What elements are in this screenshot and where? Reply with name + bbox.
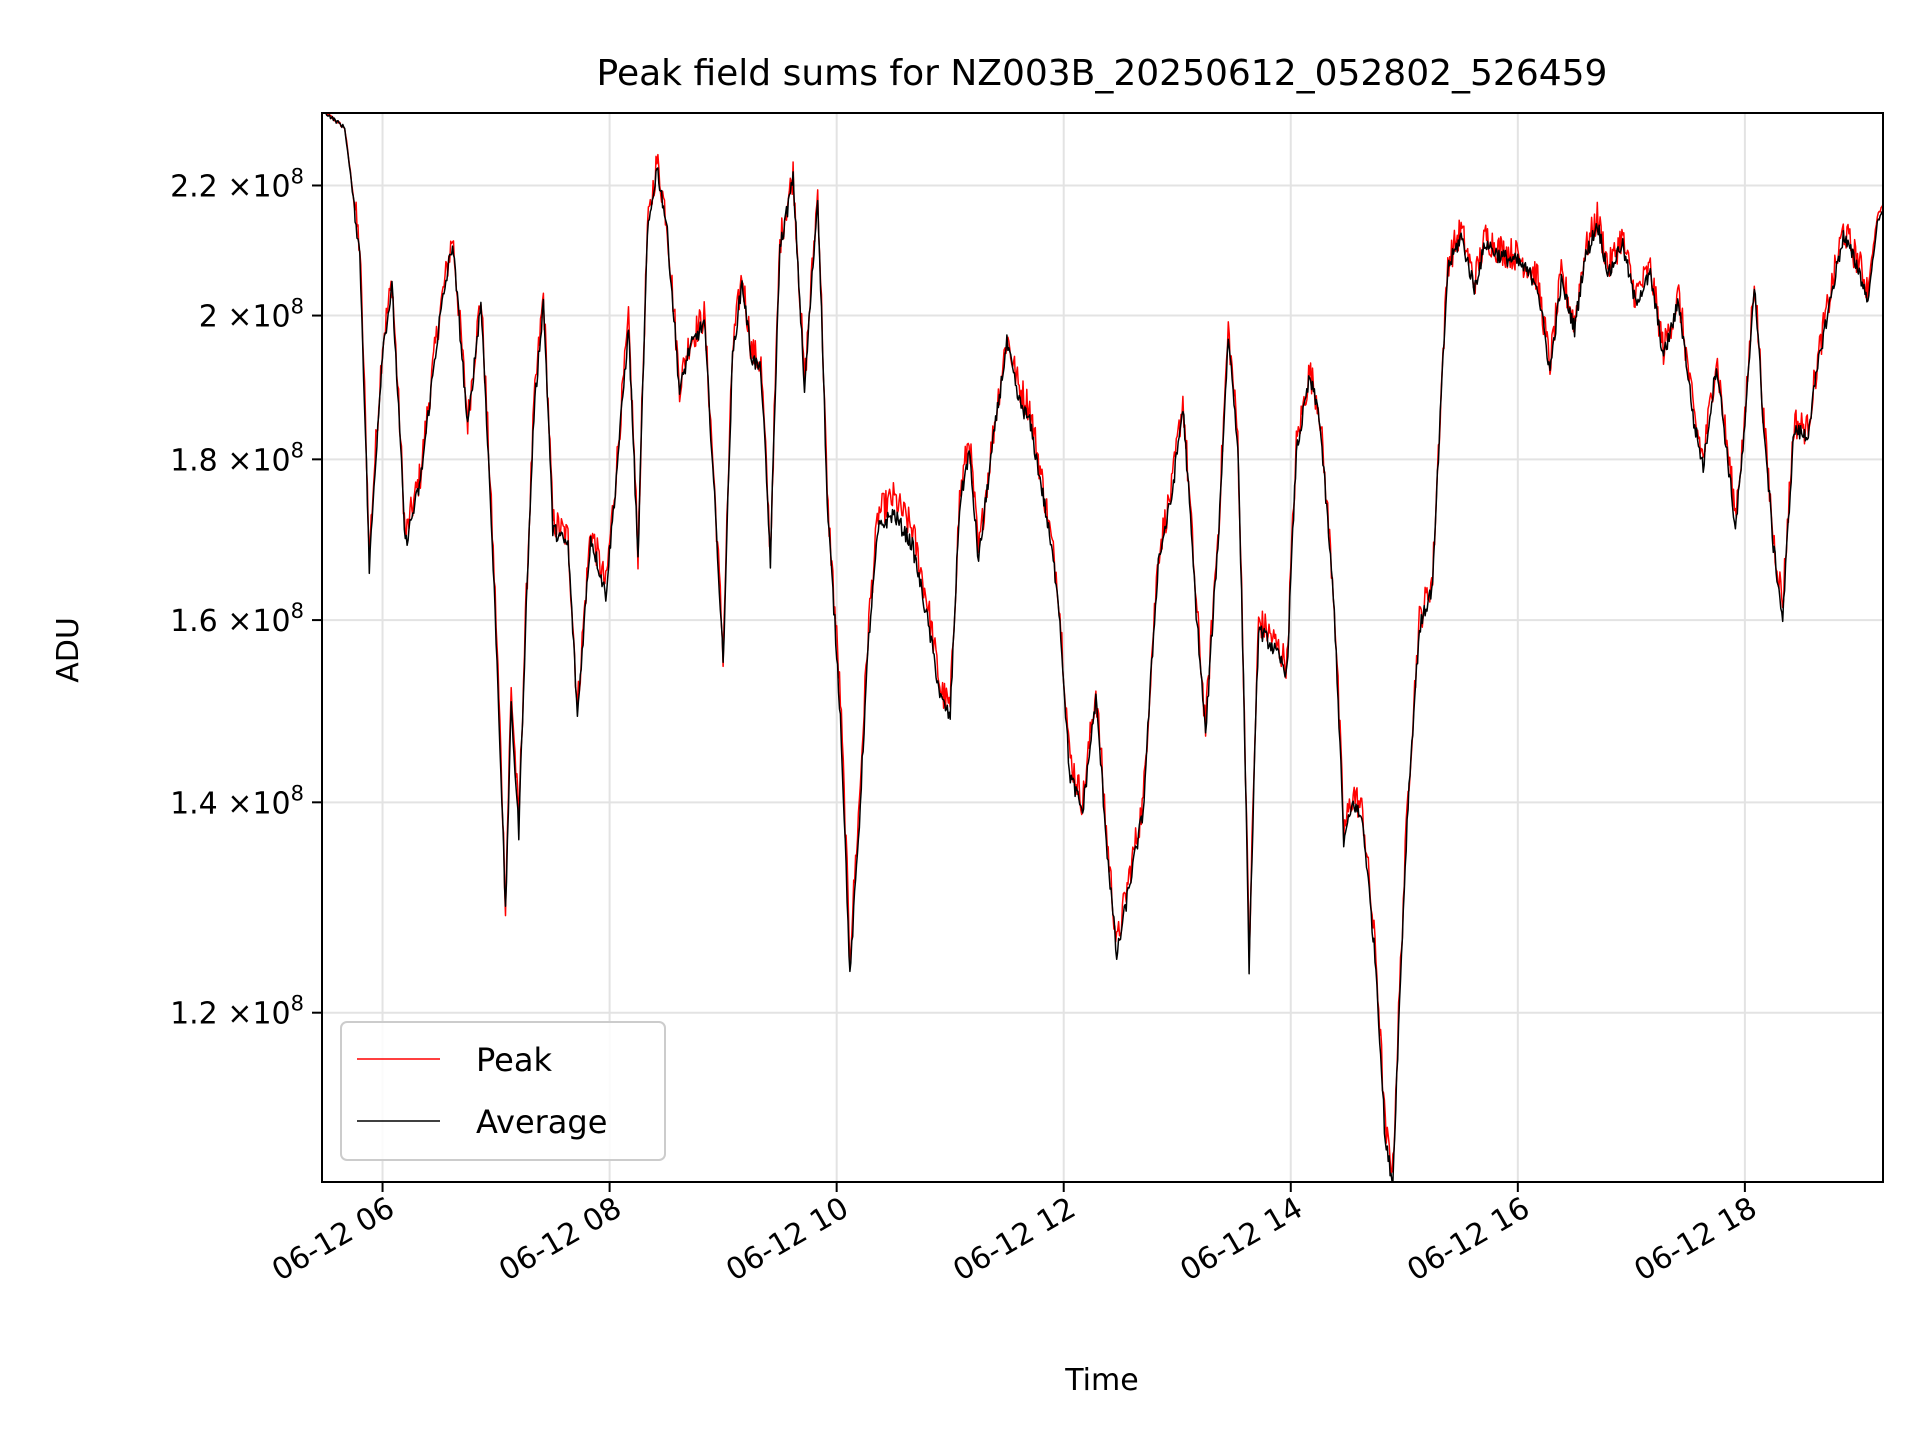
chart-title: Peak field sums for NZ003B_20250612_0528… bbox=[597, 53, 1608, 94]
y-tick-label: 1.6 ×108 bbox=[170, 599, 304, 639]
grid-layer bbox=[322, 113, 1883, 1182]
series-line-average bbox=[322, 112, 1884, 1183]
y-tick-label: 1.4 ×108 bbox=[170, 781, 304, 821]
series-layer bbox=[322, 112, 1884, 1183]
x-axis-label: Time bbox=[1064, 1363, 1138, 1398]
legend-box bbox=[340, 1021, 666, 1161]
y-axis-label: ADU bbox=[51, 617, 86, 683]
y-tick-label: 2.2 ×108 bbox=[170, 164, 304, 204]
legend-label-average: Average bbox=[476, 1103, 607, 1141]
y-tick-label: 2 ×108 bbox=[199, 295, 304, 335]
y-tick-label: 1.8 ×108 bbox=[170, 438, 304, 478]
legend: Peak Average bbox=[340, 1021, 666, 1161]
plot-frame bbox=[321, 112, 1884, 1183]
y-tick-label: 1.2 ×108 bbox=[170, 992, 304, 1032]
legend-label-peak: Peak bbox=[476, 1041, 552, 1079]
